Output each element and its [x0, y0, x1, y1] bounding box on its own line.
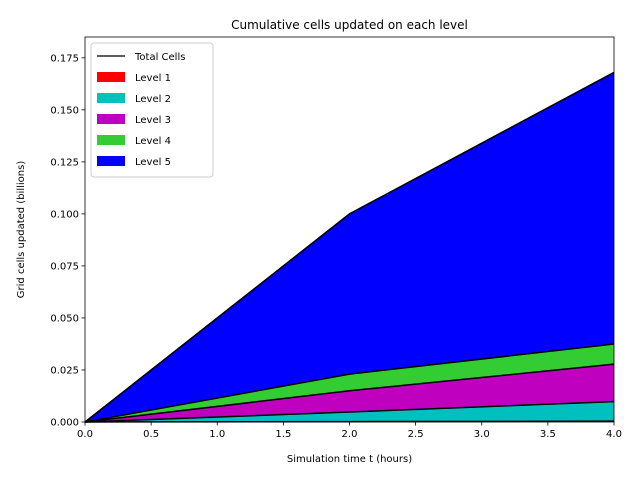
chart-title: Cumulative cells updated on each level	[231, 18, 468, 32]
y-tick-label: 0.100	[50, 209, 79, 220]
x-tick-label: 0.5	[143, 429, 159, 440]
area-level-4	[85, 343, 614, 422]
legend-label-level-4: Level 4	[135, 136, 171, 147]
legend-swatch-level-4	[97, 135, 125, 145]
y-tick-label: 0.000	[50, 418, 79, 429]
legend-swatch-level-2	[97, 93, 125, 103]
area-level-5	[85, 72, 614, 422]
x-tick-label: 1.5	[275, 429, 291, 440]
y-tick-label: 0.150	[50, 105, 79, 116]
area-layers	[85, 72, 614, 422]
y-tick-label: 0.175	[50, 53, 79, 64]
x-axis-ticks: 0.0 0.5 1.0 1.5 2.0 2.5 3.0 3.5 4.0	[77, 422, 622, 440]
legend-label-total-cells: Total Cells	[134, 52, 185, 63]
area-boundary-line-3	[84, 363, 615, 423]
legend-label-level-5: Level 5	[135, 157, 171, 168]
y-tick-label: 0.050	[50, 313, 79, 324]
y-axis-label: Grid cells updated (billions)	[16, 161, 27, 299]
x-tick-label: 3.5	[540, 429, 556, 440]
x-tick-label: 2.0	[342, 429, 358, 440]
x-axis-label: Simulation time t (hours)	[287, 454, 412, 465]
legend: Total Cells Level 1 Level 2 Level 3 Level 4 L…	[90, 42, 214, 178]
legend-swatch-level-1	[97, 72, 125, 82]
legend-label-level-2: Level 2	[135, 94, 171, 105]
legend-swatch-level-3	[97, 114, 125, 124]
y-tick-label: 0.025	[50, 365, 79, 376]
x-tick-label: 3.0	[474, 429, 490, 440]
y-tick-label: 0.075	[50, 261, 79, 272]
x-tick-label: 2.5	[408, 429, 424, 440]
area-boundary-line-2	[84, 400, 615, 423]
y-axis-ticks: 0.000 0.025 0.050 0.075 0.100 0.125 0.150 0.175	[50, 53, 85, 429]
total-cells-line	[84, 71, 615, 423]
legend-label-level-3: Level 3	[135, 115, 171, 126]
x-tick-label: 4.0	[606, 429, 622, 440]
legend-label-level-1: Level 1	[135, 73, 171, 84]
boundary-lines	[84, 71, 615, 423]
area-level-2	[85, 401, 614, 422]
legend-swatch-level-5	[97, 156, 125, 166]
x-tick-label: 0.0	[77, 429, 93, 440]
y-tick-label: 0.125	[50, 157, 79, 168]
x-tick-label: 1.0	[209, 429, 225, 440]
area-level-3	[85, 364, 614, 422]
area-boundary-line-4	[84, 343, 615, 423]
